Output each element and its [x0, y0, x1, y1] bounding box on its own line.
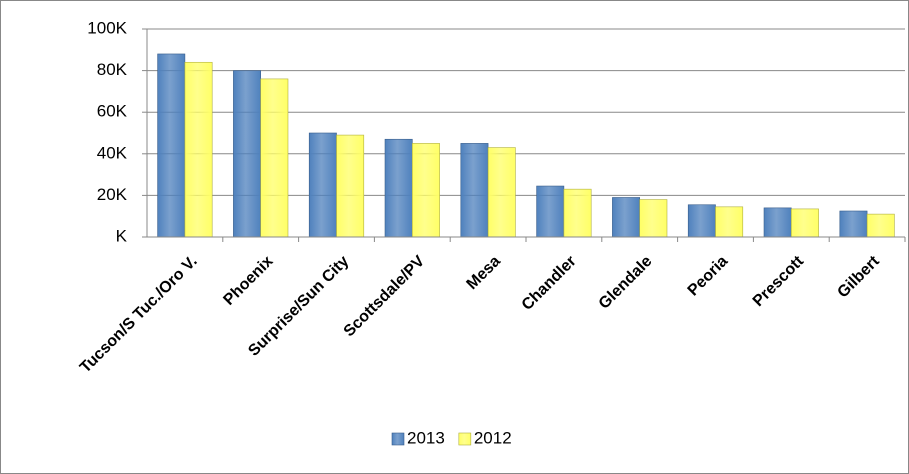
legend-label: 2013	[407, 428, 445, 447]
bar	[184, 61, 213, 238]
bar	[487, 147, 516, 238]
bar	[866, 213, 895, 238]
bar	[233, 70, 262, 238]
bar	[563, 188, 592, 238]
bar	[763, 207, 792, 238]
bar	[308, 132, 337, 238]
bar	[336, 134, 365, 238]
legend-swatch	[458, 432, 472, 446]
y-tick-label: 80K	[97, 60, 128, 79]
bar	[460, 143, 489, 238]
y-tick-label: 20K	[97, 185, 128, 204]
bar	[157, 53, 186, 238]
bar	[715, 206, 744, 238]
legend-label: 2012	[474, 428, 512, 447]
y-tick-label: 100K	[87, 18, 127, 37]
bar	[639, 199, 668, 238]
bar	[536, 185, 565, 238]
bar	[411, 143, 440, 238]
bar	[687, 204, 716, 238]
bar	[839, 210, 868, 238]
bar	[384, 138, 413, 238]
bar	[790, 208, 819, 238]
bar	[612, 197, 640, 238]
y-tick-label: 40K	[97, 143, 128, 162]
y-tick-label: 60K	[97, 102, 128, 121]
bar	[260, 78, 289, 238]
legend-swatch	[391, 432, 405, 446]
y-tick-label: K	[116, 226, 128, 245]
